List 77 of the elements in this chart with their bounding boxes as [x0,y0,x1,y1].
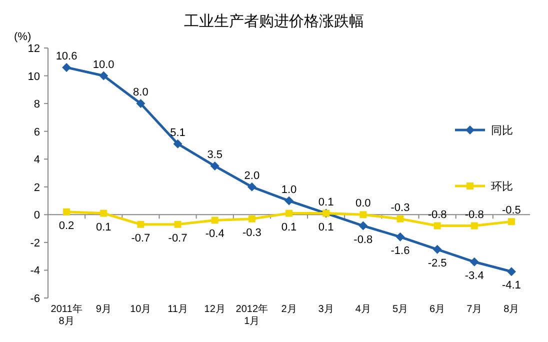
data-label: 10.0 [92,58,114,71]
x-tick-label: 11月 [168,304,188,315]
point [62,62,72,72]
y-tick-label: 8 [34,98,40,111]
y-tick-label: 12 [28,43,40,55]
data-label: 1.0 [281,184,297,196]
data-label: -0.5 [502,204,521,217]
y-axis-title: (%) [14,31,32,43]
x-tick-label: 9月 [96,304,112,315]
data-label: 5.1 [170,126,186,139]
data-label: -0.8 [428,208,447,221]
x-tick-label: 7月 [466,304,482,315]
data-label: 0.1 [281,221,297,234]
data-label: -0.3 [390,202,410,214]
point [100,210,108,217]
y-tick-label: -2 [30,237,40,250]
x-tick-label: 2月 [281,304,297,315]
point [247,182,256,192]
point [284,196,294,206]
point [470,257,479,266]
y-tick-label: 4 [34,154,40,166]
data-label: -0.7 [168,232,188,244]
x-tick-label: 8月 [504,304,520,315]
x-tick-label: 5月 [392,304,408,315]
point [506,267,516,276]
point [286,210,292,217]
point [211,216,218,224]
data-label: -2.5 [428,257,447,270]
point [360,211,367,218]
legend-label: 同比 [491,124,513,137]
data-label: 0.0 [356,198,371,210]
point [432,244,442,254]
data-label: -1.6 [390,244,410,257]
x-tick-label: 12月 [204,304,226,315]
data-label: -0.8 [464,208,484,221]
data-label: 0.2 [58,220,74,232]
x-tick-label: 6月 [430,304,446,315]
y-tick-label: 0 [34,210,40,222]
data-label: 0.1 [318,196,334,208]
point [248,215,256,222]
point [508,218,515,226]
y-tick-label: 6 [34,126,40,138]
data-label: 2.0 [244,170,260,182]
data-label: -0.8 [354,234,373,246]
data-label: -4.1 [502,280,521,292]
x-tick-label: 2012年 1月 [236,303,268,327]
point [434,222,441,230]
legend-label: 环比 [491,180,513,193]
y-tick-label: -4 [30,265,40,278]
y-tick-label: -6 [30,293,40,305]
point [210,162,220,171]
data-label: -0.4 [205,228,224,240]
data-label: 8.0 [133,86,148,99]
point [358,221,368,230]
x-tick-label: 3月 [318,304,334,315]
point [396,232,405,242]
y-tick-label: 10 [28,70,40,83]
point [396,215,404,222]
y-tick-label: 2 [34,182,40,194]
data-label: 10.6 [56,50,78,62]
point [173,139,182,148]
point [470,222,478,230]
data-label: 3.5 [207,149,222,162]
data-label: 0.1 [96,221,112,234]
point [63,208,70,216]
data-label: -0.3 [242,226,262,239]
point [99,71,108,80]
x-tick-label: 10月 [130,304,152,315]
point [174,220,182,228]
data-label: -0.7 [131,232,150,244]
point [137,220,144,228]
point [136,99,146,108]
chart-title: 工业生产者购进价格涨跌幅 [184,13,364,30]
x-tick-label: 2011年 8月 [50,303,82,327]
x-tick-label: 4月 [355,304,371,315]
data-label: 0.1 [318,221,334,234]
data-label: -3.4 [464,270,484,282]
